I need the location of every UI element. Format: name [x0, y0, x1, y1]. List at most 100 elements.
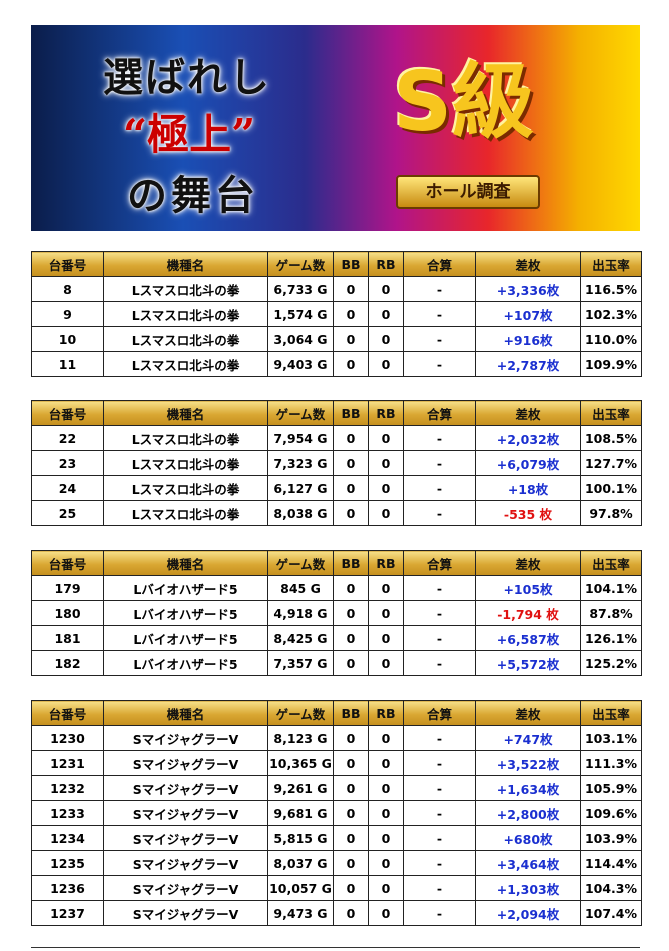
table-cell: 0 — [368, 351, 404, 377]
table-cell: 4,918 G — [267, 600, 334, 626]
table-cell: - — [403, 326, 476, 352]
table-cell: 127.7% — [580, 450, 642, 476]
table-cell: 0 — [333, 450, 369, 476]
header-cell: 出玉率 — [580, 400, 642, 426]
table-row: 1234 SマイジャグラーV 5,815 G 0 0- +680枚 103.9% — [31, 825, 642, 851]
table-cell: -1,794 枚 — [475, 600, 581, 626]
table-cell: - — [403, 625, 476, 651]
table-cell: 0 — [333, 575, 369, 601]
table-cell: 0 — [333, 875, 369, 901]
table-cell: 23 — [31, 450, 104, 476]
table-cell: - — [403, 276, 476, 302]
header-row: 台番号 機種名 ゲーム数 BB RB 合算 差枚 出玉率 — [31, 550, 642, 576]
table-cell: Lスマスロ北斗の拳 — [103, 351, 268, 377]
table-cell: -535 枚 — [475, 500, 581, 526]
table-cell: +1,634枚 — [475, 775, 581, 801]
table-cell: +2,094枚 — [475, 900, 581, 926]
table-cell: - — [403, 500, 476, 526]
header-cell: 機種名 — [103, 700, 268, 726]
header-cell: 差枚 — [475, 400, 581, 426]
header-row: 台番号 機種名 ゲーム数 BB RB 合算 差枚 出玉率 — [31, 700, 642, 726]
table-cell: 107.4% — [580, 900, 642, 926]
table-row: 1233 SマイジャグラーV 9,681 G 0 0- +2,800枚 109.6% — [31, 800, 642, 826]
table-cell: +6,587枚 — [475, 625, 581, 651]
table-cell: SマイジャグラーV — [103, 875, 268, 901]
table-cell: 8,038 G — [267, 500, 334, 526]
header-cell: ゲーム数 — [267, 400, 334, 426]
table-cell: 8,037 G — [267, 850, 334, 876]
table-cell: 179 — [31, 575, 104, 601]
table-cell: 11 — [31, 351, 104, 377]
table-cell: 1235 — [31, 850, 104, 876]
table-cell: 1236 — [31, 875, 104, 901]
header-cell: 台番号 — [31, 700, 104, 726]
banner-line: 選ばれし — [103, 54, 271, 101]
table-cell: 0 — [368, 825, 404, 851]
table-cell: 9 — [31, 301, 104, 327]
header-cell: 合算 — [403, 550, 476, 576]
table-cell: +6,079枚 — [475, 450, 581, 476]
table-cell: 1233 — [31, 800, 104, 826]
table-cell: 109.6% — [580, 800, 642, 826]
table-cell: 9,681 G — [267, 800, 334, 826]
table-cell: - — [403, 775, 476, 801]
table-cell: 102.3% — [580, 301, 642, 327]
table-cell: +18枚 — [475, 475, 581, 501]
divider — [31, 947, 640, 948]
header-cell: BB — [333, 550, 369, 576]
table-cell: Lスマスロ北斗の拳 — [103, 450, 268, 476]
header-cell: 機種名 — [103, 550, 268, 576]
table-cell: +2,800枚 — [475, 800, 581, 826]
table-row: 180 Lバイオハザード5 4,918 G 0 0- -1,794 枚 87.8% — [31, 600, 642, 626]
table-cell: 10,057 G — [267, 875, 334, 901]
table-cell: 180 — [31, 600, 104, 626]
table-row: 8 Lスマスロ北斗の拳 6,733 G 0 0- +3,336枚 116.5% — [31, 276, 642, 302]
table-cell: - — [403, 800, 476, 826]
table-row: 1237 SマイジャグラーV 9,473 G 0 0- +2,094枚 107.4% — [31, 900, 642, 926]
header-cell: 機種名 — [103, 251, 268, 277]
table-cell: 103.1% — [580, 725, 642, 751]
table-row: 1230 SマイジャグラーV 8,123 G 0 0- +747枚 103.1% — [31, 725, 642, 751]
table-cell: 110.0% — [580, 326, 642, 352]
table-cell: 25 — [31, 500, 104, 526]
header-cell: RB — [368, 400, 404, 426]
table-cell: SマイジャグラーV — [103, 850, 268, 876]
table-cell: 0 — [368, 450, 404, 476]
table-row: 1236 SマイジャグラーV 10,057 G 0 0- +1,303枚 104.3% — [31, 875, 642, 901]
header-cell: RB — [368, 700, 404, 726]
table-cell: +3,464枚 — [475, 850, 581, 876]
table-row: 24 Lスマスロ北斗の拳 6,127 G 0 0- +18枚 100.1% — [31, 475, 642, 501]
table-cell: 109.9% — [580, 351, 642, 377]
table-cell: 0 — [368, 301, 404, 327]
table-cell: 0 — [368, 775, 404, 801]
table-cell: 8,425 G — [267, 625, 334, 651]
table-cell: SマイジャグラーV — [103, 725, 268, 751]
table-cell: - — [403, 725, 476, 751]
table-cell: - — [403, 900, 476, 926]
header-cell: 機種名 — [103, 400, 268, 426]
table-cell: 125.2% — [580, 650, 642, 676]
table-cell: - — [403, 875, 476, 901]
table-row: 22 Lスマスロ北斗の拳 7,954 G 0 0- +2,032枚 108.5% — [31, 425, 642, 451]
table-cell: 0 — [368, 750, 404, 776]
table-cell: 0 — [368, 875, 404, 901]
table-cell: 1231 — [31, 750, 104, 776]
table-cell: 0 — [333, 800, 369, 826]
table-row: 179 Lバイオハザード5 845 G 0 0- +105枚 104.1% — [31, 575, 642, 601]
table-cell: +2,787枚 — [475, 351, 581, 377]
table-cell: 111.3% — [580, 750, 642, 776]
table-cell: +1,303枚 — [475, 875, 581, 901]
header-cell: 合算 — [403, 251, 476, 277]
table-cell: 8,123 G — [267, 725, 334, 751]
table-row: 182 Lバイオハザード5 7,357 G 0 0- +5,572枚 125.2% — [31, 650, 642, 676]
table-cell: 9,261 G — [267, 775, 334, 801]
header-cell: ゲーム数 — [267, 700, 334, 726]
table-cell: Lスマスロ北斗の拳 — [103, 276, 268, 302]
table-cell: 182 — [31, 650, 104, 676]
table-cell: 104.1% — [580, 575, 642, 601]
table-cell: 1230 — [31, 725, 104, 751]
table-cell: 0 — [333, 650, 369, 676]
table-cell: 114.4% — [580, 850, 642, 876]
table-cell: 0 — [333, 900, 369, 926]
